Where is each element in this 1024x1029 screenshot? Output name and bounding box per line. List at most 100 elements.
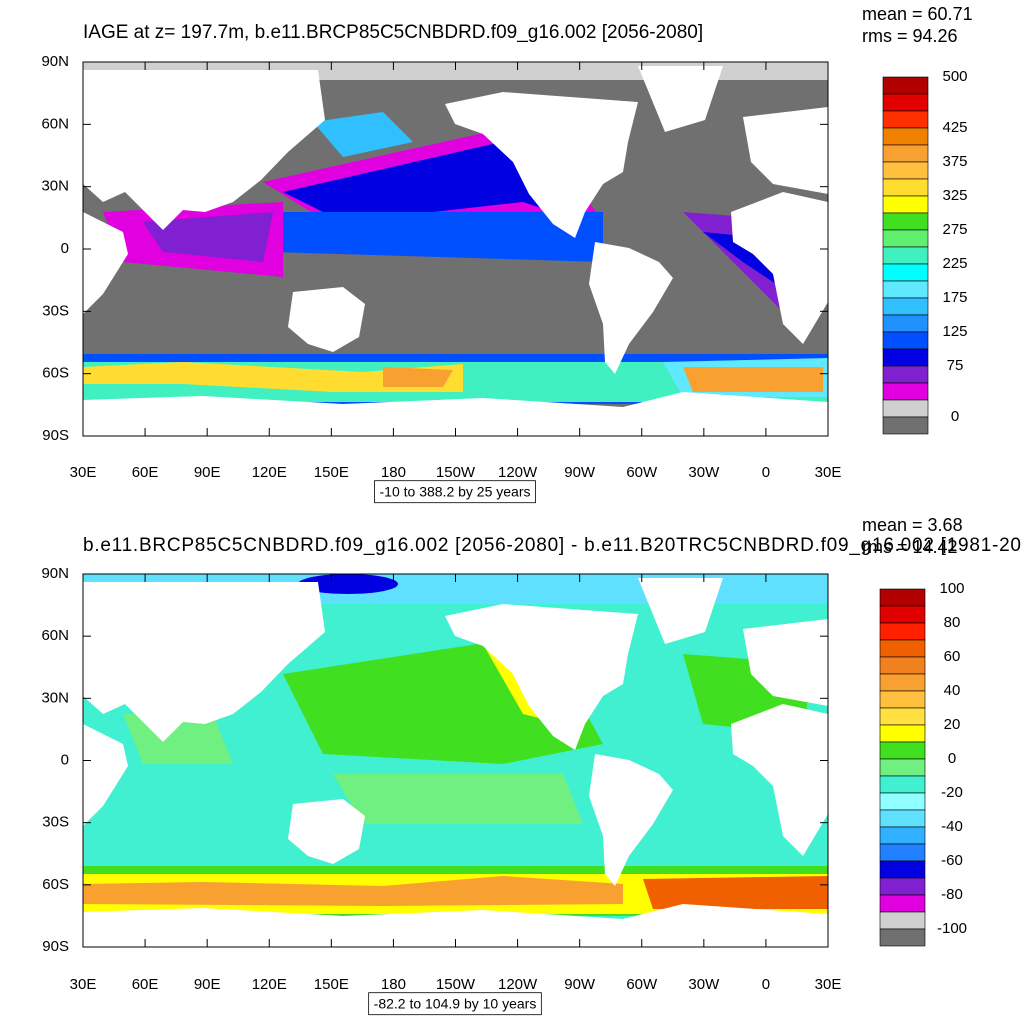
- lat-label: 60S: [42, 876, 69, 893]
- lat-label: 30N: [41, 178, 69, 195]
- colorbar-box: [882, 280, 929, 299]
- lon-label: 30W: [688, 464, 720, 481]
- colorbar-box: [879, 894, 926, 913]
- rms-stat: rms = 14.42: [862, 537, 958, 557]
- lon-label: 180: [381, 976, 406, 993]
- lon-label: 30E: [70, 464, 97, 481]
- lat-label: 0: [61, 240, 69, 257]
- colorbar-box: [879, 605, 926, 624]
- lat-label: 90N: [41, 53, 69, 70]
- colorbar-box: [879, 758, 926, 777]
- lon-label: 30E: [815, 464, 842, 481]
- colorbar-box: [882, 382, 929, 401]
- lat-label: 30N: [41, 689, 69, 706]
- range-note-box: [374, 480, 536, 504]
- colorbar-label: 425: [942, 119, 967, 136]
- lat-label: 0: [61, 751, 69, 768]
- lat-label: 90N: [41, 565, 69, 582]
- colorbar-box: [882, 161, 929, 180]
- colorbar-label: -60: [941, 852, 963, 869]
- mean-stat: mean = 60.71: [862, 4, 973, 24]
- colorbar-box: [882, 399, 929, 418]
- colorbar-box: [882, 195, 929, 214]
- colorbar-box: [882, 314, 929, 333]
- lon-label: 90E: [194, 464, 221, 481]
- colorbar-label: -100: [937, 920, 967, 937]
- colorbar-label: 0: [951, 408, 959, 425]
- colorbar-box: [879, 792, 926, 811]
- lon-label: 120W: [498, 464, 538, 481]
- lon-label: 90E: [194, 976, 221, 993]
- colorbar-label: 325: [942, 187, 967, 204]
- colorbar-label: 500: [942, 68, 967, 85]
- colorbar-box: [882, 348, 929, 367]
- colorbar-box: [882, 263, 929, 282]
- colorbar-label: 275: [942, 221, 967, 238]
- lon-label: 150W: [436, 464, 476, 481]
- colorbar-box: [879, 860, 926, 879]
- colorbar-box: [882, 416, 929, 435]
- lat-label: 30S: [42, 302, 69, 319]
- colorbar-box: [879, 928, 926, 947]
- colorbar-label: 225: [942, 255, 967, 272]
- colorbar-label: 175: [942, 289, 967, 306]
- colorbar-box: [882, 144, 929, 163]
- colorbar-box: [882, 365, 929, 384]
- colorbar-box: [882, 246, 929, 265]
- colorbar-box: [882, 110, 929, 129]
- colorbar-label: 20: [944, 716, 961, 733]
- colorbar-label: -40: [941, 818, 963, 835]
- colorbar-label: 75: [947, 357, 964, 374]
- lon-label: 150E: [314, 976, 349, 993]
- colorbar-label: 40: [944, 682, 961, 699]
- lon-label: 0: [762, 464, 770, 481]
- map-panel: b.e11.BRCP85C5CNBDRD.f09_g16.002 [2056-2…: [41, 515, 1021, 1016]
- colorbar-box: [879, 690, 926, 709]
- colorbar-box: [879, 673, 926, 692]
- lat-label: 60S: [42, 365, 69, 382]
- map-field: [83, 574, 828, 948]
- map-panel: IAGE at z= 197.7m, b.e11.BRCP85C5CNBDRD.…: [41, 4, 973, 504]
- colorbar-box: [879, 911, 926, 930]
- lat-label: 60N: [41, 115, 69, 132]
- lon-label: 90W: [564, 464, 596, 481]
- colorbar-box: [879, 775, 926, 794]
- lon-label: 30E: [70, 976, 97, 993]
- mean-stat: mean = 3.68: [862, 515, 963, 535]
- colorbar-box: [879, 877, 926, 896]
- colorbar-box: [882, 178, 929, 197]
- lon-label: 30W: [688, 976, 720, 993]
- lat-label: 30S: [42, 814, 69, 831]
- colorbar-box: [882, 76, 929, 95]
- lon-label: 60W: [626, 464, 658, 481]
- colorbar-box: [882, 297, 929, 316]
- lon-label: 60E: [132, 976, 159, 993]
- colorbar-label: 125: [942, 323, 967, 340]
- colorbar-label: 100: [939, 580, 964, 597]
- colorbar-label: 0: [948, 750, 956, 767]
- colorbar-box: [882, 212, 929, 231]
- colorbar-label: -20: [941, 784, 963, 801]
- colorbar-label: -80: [941, 886, 963, 903]
- colorbar-box: [879, 656, 926, 675]
- lon-label: 120E: [252, 976, 287, 993]
- lon-label: 180: [381, 464, 406, 481]
- lon-label: 60E: [132, 464, 159, 481]
- range-note: -82.2 to 104.9 by 10 years: [374, 996, 537, 1012]
- panel-title: b.e11.BRCP85C5CNBDRD.f09_g16.002 [2056-2…: [83, 535, 1021, 556]
- colorbar-label: 375: [942, 153, 967, 170]
- lon-label: 30E: [815, 976, 842, 993]
- colorbar-box: [879, 622, 926, 641]
- lon-label: 60W: [626, 976, 658, 993]
- lon-label: 150E: [314, 464, 349, 481]
- range-note-box: [368, 992, 542, 1016]
- colorbar-box: [879, 843, 926, 862]
- colorbar-box: [879, 741, 926, 760]
- lon-label: 90W: [564, 976, 596, 993]
- range-note: -10 to 388.2 by 25 years: [380, 484, 531, 500]
- rms-stat: rms = 94.26: [862, 26, 958, 46]
- colorbar-box: [879, 826, 926, 845]
- colorbar-box: [879, 588, 926, 607]
- lat-label: 90S: [42, 938, 69, 955]
- lon-label: 150W: [436, 976, 476, 993]
